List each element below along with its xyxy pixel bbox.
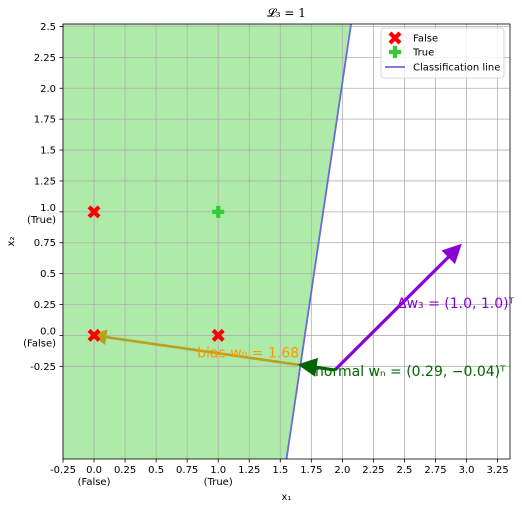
x-tick-label: 2.5	[397, 465, 413, 476]
x-tick-label: 1.25	[238, 465, 260, 476]
y-tick-label: 2.0	[40, 84, 56, 95]
point-false	[87, 328, 101, 342]
classification-line	[285, 24, 352, 459]
y-tick-label: 0.25	[34, 300, 56, 311]
x-tick-sublabel: (True)	[204, 477, 233, 488]
legend-true-label: True	[412, 48, 434, 59]
x-tick-label: 0.25	[114, 465, 136, 476]
x-tick-label: 0.5	[148, 465, 164, 476]
x-tick-label: 2.25	[362, 465, 384, 476]
point-false	[87, 205, 101, 219]
x-tick-label: 3.25	[486, 465, 508, 476]
x-tick-label: 0.0	[86, 465, 102, 476]
decision-region	[63, 24, 352, 459]
normal-label: normal wₙ = (0.29, −0.04)ᵀ	[315, 364, 506, 380]
x-tick-label: -0.25	[50, 465, 76, 476]
y-tick-label: 2.5	[40, 22, 56, 33]
x-tick-sublabel: (False)	[78, 477, 111, 488]
y-tick-label: 1.0	[40, 203, 56, 214]
y-tick-label: 0.75	[34, 238, 56, 249]
y-tick-label: 1.25	[34, 176, 56, 187]
y-tick-label: 1.75	[34, 115, 56, 126]
bias-label: bias w₀ = 1.68	[197, 346, 299, 362]
point-false	[211, 328, 225, 342]
legend-line-label: Classification line	[413, 63, 500, 74]
chart-title: 𝓛₃ = 1	[267, 6, 306, 20]
plot-frame	[62, 23, 511, 460]
grid	[62, 24, 510, 459]
y-tick-label: -0.25	[30, 362, 56, 373]
legend-false-marker	[388, 31, 402, 45]
x-tick-label: 1.75	[300, 465, 322, 476]
y-tick-sublabel: (True)	[27, 215, 56, 226]
x-tick-label: 0.75	[176, 465, 198, 476]
legend-true-marker	[389, 46, 401, 58]
x-tick-label: 1.0	[210, 465, 226, 476]
delta-vector	[333, 243, 462, 372]
legend-false-label: False	[413, 34, 438, 45]
point-true	[212, 205, 225, 218]
x-tick-label: 2.75	[424, 465, 446, 476]
normal-vector	[297, 357, 336, 377]
x-tick-label: 1.5	[272, 465, 288, 476]
y-tick-label: 0.5	[40, 269, 56, 280]
delta-label: Δw₃ = (1.0, 1.0)ᵀ	[397, 296, 515, 312]
y-axis-label: x₂	[6, 237, 17, 247]
x-tick-label: 2.0	[334, 465, 350, 476]
legend-box	[380, 27, 505, 79]
y-tick-label: 2.25	[34, 53, 56, 64]
x-axis-label: x₁	[282, 492, 292, 503]
y-tick-label: 1.5	[40, 146, 56, 157]
y-tick-label: 0.0	[40, 326, 56, 337]
bias-vector	[90, 329, 336, 372]
y-tick-sublabel: (False)	[23, 338, 56, 349]
x-tick-label: 3.0	[459, 465, 475, 476]
